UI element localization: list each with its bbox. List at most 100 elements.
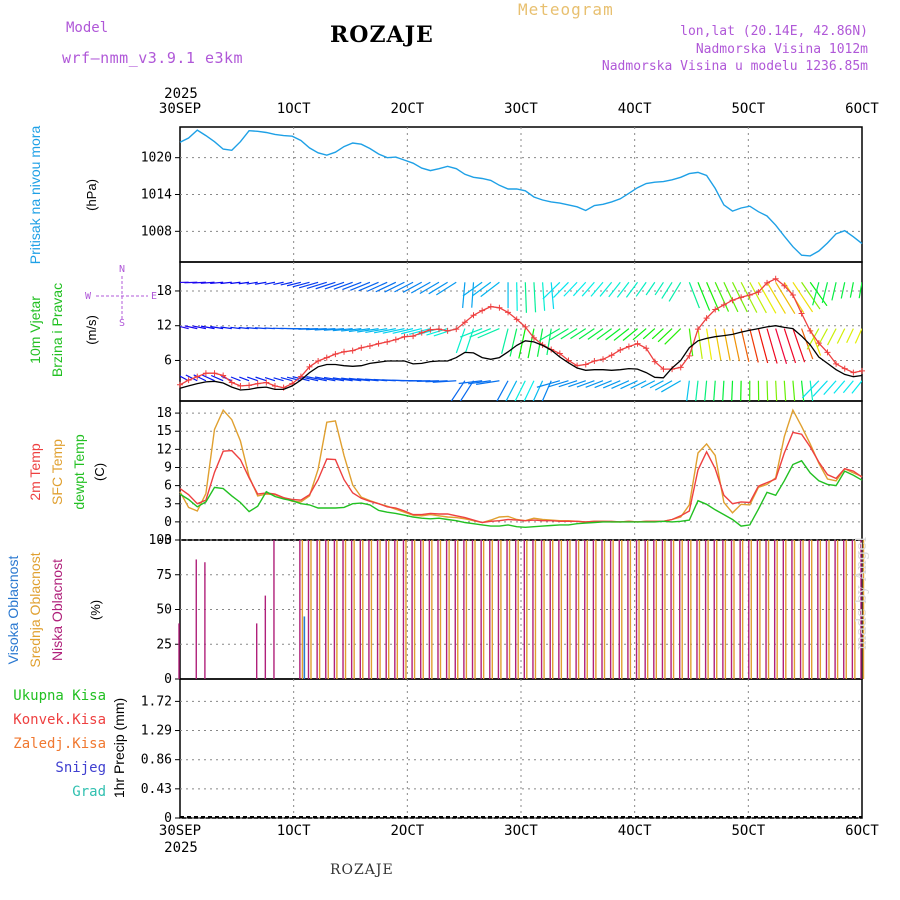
x-label-top: 4OCT bbox=[618, 101, 652, 117]
wind-barb bbox=[632, 328, 647, 341]
ytick-label-temperature: 15 bbox=[156, 424, 172, 439]
wind-barb bbox=[533, 282, 537, 313]
wind-barb bbox=[200, 281, 215, 284]
wind-barb bbox=[332, 377, 353, 382]
wind-barb bbox=[315, 281, 336, 290]
wind-gust-marker bbox=[444, 327, 451, 334]
wind-barb bbox=[809, 281, 828, 307]
x-label-top: 3OCT bbox=[504, 101, 538, 117]
wind-barb bbox=[654, 380, 673, 391]
wind-barb bbox=[384, 281, 405, 293]
ytick-label-clouds: 0 bbox=[164, 672, 172, 687]
wind-barb bbox=[608, 281, 621, 298]
footer-station: ROZAJE bbox=[330, 862, 394, 878]
wind-barb bbox=[365, 328, 388, 334]
wind-gust-marker bbox=[418, 329, 425, 336]
wind-gust-marker bbox=[470, 312, 477, 319]
wind-barb bbox=[410, 281, 431, 294]
wind-speed-line bbox=[179, 325, 863, 391]
wind-gust-marker bbox=[530, 334, 537, 341]
wind-barb bbox=[801, 380, 820, 399]
wind-barb bbox=[854, 328, 862, 344]
wind-gust-marker bbox=[435, 326, 442, 333]
wind-gust-marker bbox=[332, 351, 339, 358]
wind-barb bbox=[350, 281, 371, 291]
wind-barb bbox=[425, 380, 448, 383]
precip-ylabel: 1hr Precip (mm) bbox=[111, 698, 127, 798]
wind-gust-marker bbox=[194, 373, 201, 380]
wind-barb bbox=[546, 328, 552, 356]
wind-gust-marker bbox=[271, 382, 278, 389]
wind-barb bbox=[613, 328, 630, 341]
wind-barb bbox=[472, 281, 492, 297]
wind-barb bbox=[783, 328, 797, 364]
station-title: ROZAJE bbox=[330, 22, 434, 48]
wind-gust-marker bbox=[781, 282, 788, 289]
wind-barb bbox=[831, 282, 837, 301]
wind-barb bbox=[192, 325, 207, 330]
ytick-label-precip: 0.43 bbox=[141, 782, 172, 797]
wind-barb bbox=[419, 281, 440, 294]
wind-barb bbox=[455, 328, 466, 354]
wind-barb bbox=[806, 328, 820, 350]
wind-gust-marker bbox=[850, 369, 857, 376]
wind-gust-marker bbox=[453, 326, 460, 333]
wind-barb bbox=[477, 328, 500, 339]
wind-barb bbox=[605, 328, 621, 341]
wind-barb bbox=[538, 328, 561, 342]
wind-gust-marker bbox=[634, 340, 641, 347]
wind-gust-marker bbox=[669, 366, 676, 373]
wind-barb bbox=[587, 328, 604, 340]
x-label-bottom: 6OCT bbox=[845, 823, 879, 839]
wind-barb bbox=[394, 281, 414, 293]
wind-unit: (m/s) bbox=[84, 315, 99, 345]
ytick-label-pressure: 1020 bbox=[141, 151, 172, 166]
wind-barb bbox=[792, 328, 806, 363]
wind-barb bbox=[230, 281, 241, 285]
wind-gust-marker bbox=[427, 326, 434, 333]
wind-barb bbox=[200, 325, 215, 330]
compass-n: N bbox=[119, 264, 125, 275]
wind-barbs bbox=[180, 281, 862, 401]
wind-barb bbox=[766, 380, 769, 401]
wind-barb bbox=[210, 281, 224, 285]
model-name: wrf—nmm_v3.9.1 e3km bbox=[62, 49, 244, 67]
wind-barb bbox=[514, 380, 526, 401]
wind-barb bbox=[468, 380, 491, 385]
wind-gust-marker bbox=[323, 354, 330, 361]
wind-barb bbox=[401, 328, 422, 335]
wind-barb bbox=[255, 281, 267, 285]
wind-barb bbox=[812, 380, 828, 397]
wind-barb bbox=[695, 380, 699, 401]
ytick-label-clouds: 50 bbox=[156, 603, 172, 618]
ytick-label-temperature: 9 bbox=[164, 460, 172, 475]
x-label-top: 1OCT bbox=[277, 101, 311, 117]
wind-barb bbox=[541, 380, 552, 401]
wind-gust-marker bbox=[401, 333, 408, 340]
credit-watermark: made by Angel bbox=[852, 536, 870, 650]
wind-barb bbox=[286, 376, 302, 382]
wind-barb bbox=[373, 328, 396, 334]
wind-barb bbox=[505, 380, 518, 401]
wind-gust-marker bbox=[211, 370, 218, 377]
wind-barb bbox=[568, 380, 586, 388]
wind-gust-marker bbox=[487, 303, 494, 310]
wind-gust-marker bbox=[366, 342, 373, 349]
x-label-top: 5OCT bbox=[731, 101, 765, 117]
dewpt-line bbox=[179, 459, 863, 529]
wind-gust-marker bbox=[643, 345, 650, 352]
wind-barb bbox=[509, 328, 518, 357]
wind-barb bbox=[524, 282, 528, 313]
wind-barb bbox=[366, 281, 388, 292]
wind-gust-marker bbox=[341, 348, 348, 355]
wind-barb bbox=[766, 281, 786, 314]
wind-barb bbox=[775, 380, 778, 401]
ytick-label-temperature: 18 bbox=[156, 406, 172, 421]
compass-e: E bbox=[151, 291, 157, 302]
wind-barb bbox=[306, 328, 327, 331]
wind-barb bbox=[375, 281, 397, 293]
wind-barb bbox=[657, 328, 673, 343]
wind-barb bbox=[527, 328, 535, 359]
ytick-label-precip: 1.29 bbox=[141, 724, 172, 739]
